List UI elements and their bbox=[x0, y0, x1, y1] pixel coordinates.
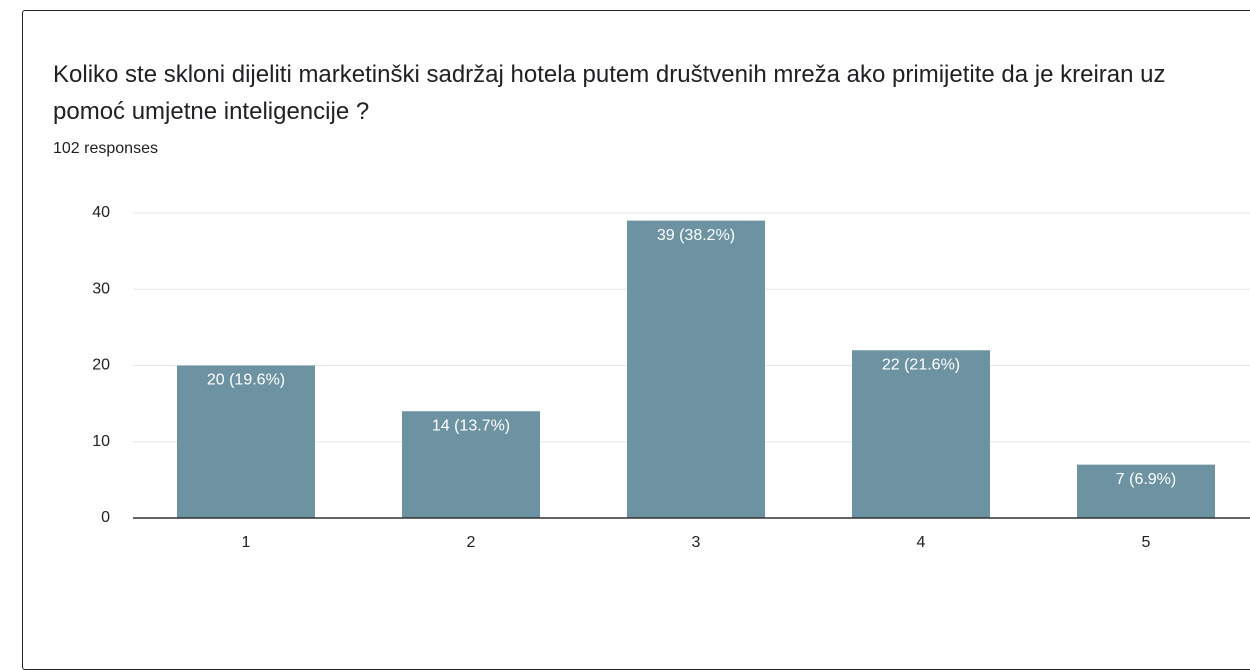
bar bbox=[852, 350, 990, 518]
data-label: 20 (19.6%) bbox=[207, 372, 285, 389]
bar bbox=[627, 220, 765, 518]
x-tick-label: 4 bbox=[917, 534, 926, 551]
data-label: 39 (38.2%) bbox=[657, 227, 735, 244]
y-tick-label: 30 bbox=[92, 280, 110, 297]
bar bbox=[402, 411, 540, 518]
x-tick-label: 3 bbox=[692, 534, 701, 551]
body: {"chart_data": {"type": "bar", "title": … bbox=[22, 10, 1250, 670]
x-tick-label: 5 bbox=[1142, 534, 1151, 551]
x-tick-label: 2 bbox=[467, 534, 476, 551]
chart-title: Koliko ste skloni dijeliti marketinški s… bbox=[53, 61, 1166, 125]
bar bbox=[177, 365, 315, 518]
page: html, body { margin: 0; padding: 0; } bo… bbox=[22, 10, 1250, 670]
bar bbox=[1077, 464, 1215, 518]
y-tick-label: 10 bbox=[92, 433, 110, 450]
data-label: 7 (6.9%) bbox=[1116, 471, 1176, 488]
x-tick-label: 1 bbox=[242, 534, 251, 551]
y-tick-label: 20 bbox=[92, 357, 110, 374]
chart-subtitle: 102 responses bbox=[53, 140, 158, 157]
y-tick-label: 0 bbox=[101, 509, 110, 526]
data-label: 22 (21.6%) bbox=[882, 356, 960, 373]
chart: 0 10 20 30 40 1 20 (19.6%) 2 14 (13.7%) 3 39 (38.2… bbox=[92, 204, 1250, 551]
data-label: 14 (13.7%) bbox=[432, 417, 510, 434]
y-tick-label: 40 bbox=[92, 204, 110, 221]
